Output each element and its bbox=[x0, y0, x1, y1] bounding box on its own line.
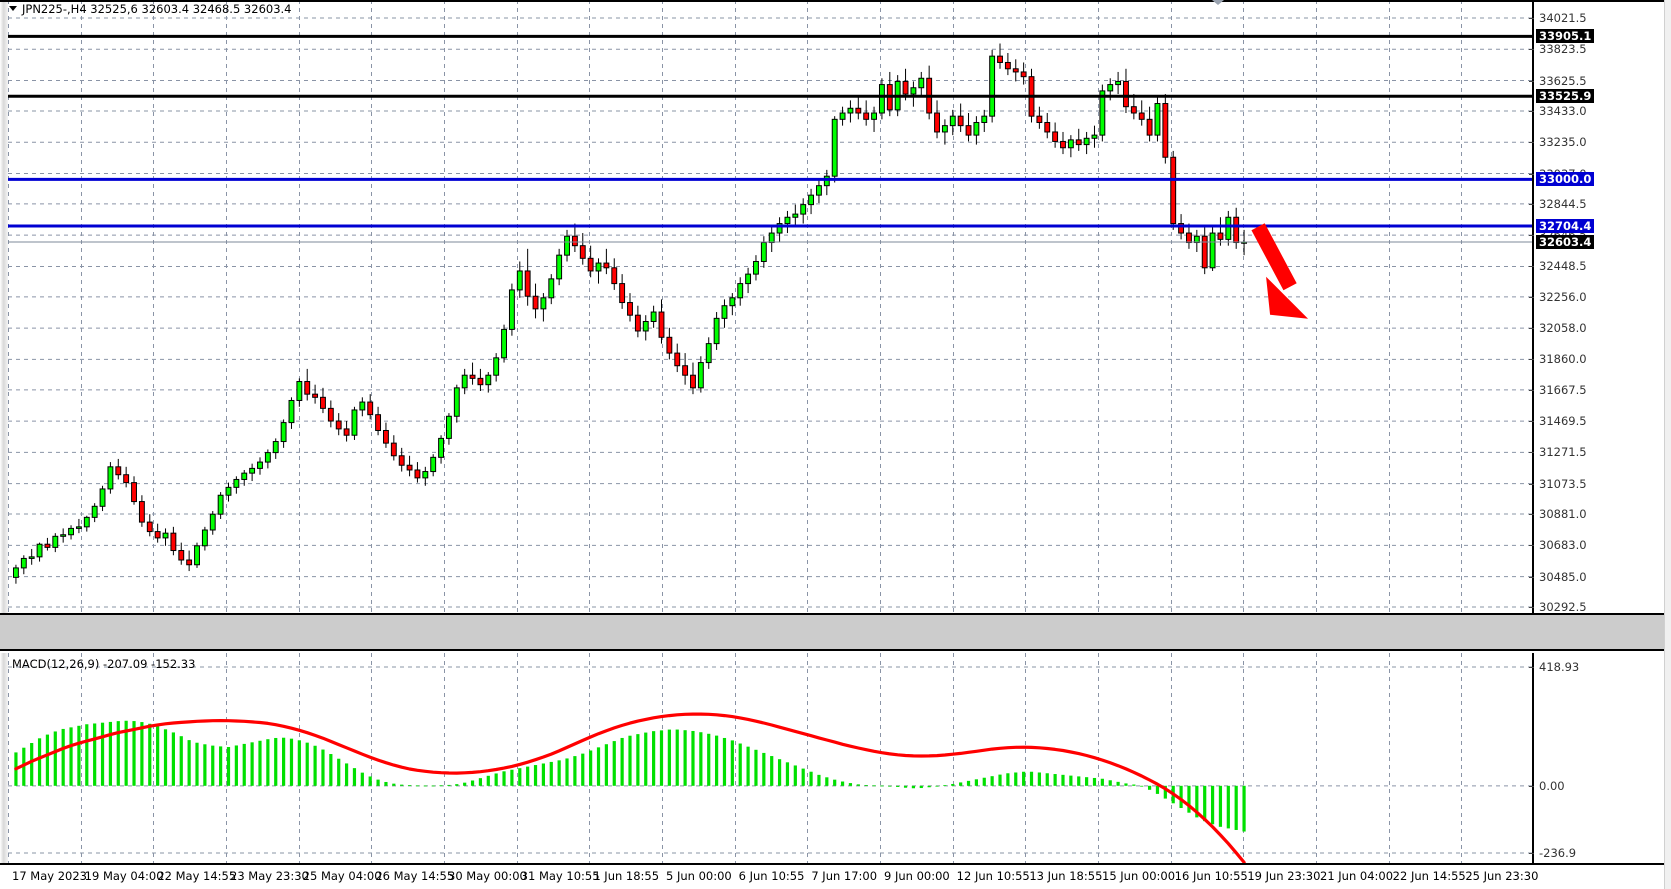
time-axis-label: 19 Jun 23:30 bbox=[1247, 869, 1321, 883]
price-tick-label: 33625.5 bbox=[1539, 73, 1587, 88]
time-axis-label: 31 May 10:55 bbox=[520, 869, 600, 883]
price-tick-mark bbox=[1529, 389, 1534, 391]
time-axis-label: 22 Jun 14:55 bbox=[1392, 869, 1466, 883]
macd-tick-label: -236.9 bbox=[1539, 846, 1577, 860]
pane-resize-handle-icon[interactable] bbox=[1212, 0, 1224, 5]
time-axis-label: 23 May 23:30 bbox=[230, 869, 309, 883]
price-tick-label: 33823.5 bbox=[1539, 42, 1587, 57]
pane-divider-strip[interactable] bbox=[0, 615, 1671, 649]
top-border bbox=[0, 0, 1671, 2]
price-tick-label: 32058.0 bbox=[1539, 321, 1587, 336]
price-plot-area[interactable] bbox=[8, 0, 1534, 613]
price-tick-label: 30485.0 bbox=[1539, 569, 1587, 584]
macd-axis: 418.93 0.00 -236.9 bbox=[1529, 653, 1671, 865]
time-axis-label: 19 May 04:00 bbox=[84, 869, 164, 883]
macd-tick-mark bbox=[1529, 785, 1534, 787]
price-tick-label: 32256.0 bbox=[1539, 289, 1587, 304]
price-tick-mark bbox=[1529, 203, 1534, 205]
macd-header-label: MACD(12,26,9) -207.09 -152.33 bbox=[12, 657, 196, 671]
price-tick-mark bbox=[1529, 545, 1534, 547]
time-axis[interactable]: 17 May 2023 19 May 04:00 22 May 14:55 23 Ma… bbox=[0, 865, 1671, 889]
macd-pane-bottom-border bbox=[0, 863, 1671, 865]
price-tick-label: 31667.5 bbox=[1539, 382, 1587, 397]
symbol-ohlc-header: JPN225-,H4 32525,6 32603.4 32468.5 32603… bbox=[22, 2, 292, 16]
macd-tick-label: 418.93 bbox=[1539, 660, 1580, 674]
time-axis-label: 25 Jun 23:30 bbox=[1465, 869, 1539, 883]
price-tick-label: 31073.5 bbox=[1539, 476, 1587, 491]
price-tick-mark bbox=[1529, 18, 1534, 19]
time-axis-label: 13 Jun 18:55 bbox=[1029, 869, 1103, 883]
time-axis-label: 25 May 04:00 bbox=[302, 869, 382, 883]
price-tick-mark bbox=[1529, 296, 1534, 298]
price-chart-pane[interactable]: 34021.533823.533625.533433.033235.033037… bbox=[0, 0, 1671, 613]
price-tick-mark bbox=[1529, 80, 1534, 82]
time-axis-label: 30 May 00:00 bbox=[448, 869, 527, 883]
bearish-arrow bbox=[1251, 223, 1309, 319]
price-tick-mark bbox=[1529, 359, 1534, 361]
price-tick-label: 33235.0 bbox=[1539, 135, 1587, 150]
macd-tick-mark bbox=[1529, 667, 1534, 668]
macd-pane-top-border bbox=[0, 649, 1671, 651]
macd-tick-label: 0.00 bbox=[1539, 778, 1565, 793]
price-axis[interactable]: 34021.533823.533625.533433.033235.033037… bbox=[1529, 0, 1671, 613]
price-pane-bottom-border bbox=[0, 613, 1671, 615]
time-axis-label: 21 Jun 04:00 bbox=[1320, 869, 1394, 883]
price-tick-label: 30683.0 bbox=[1539, 538, 1587, 553]
price-tick-mark bbox=[1529, 173, 1534, 175]
price-tick-label: 32448.5 bbox=[1539, 259, 1587, 274]
price-level-tag[interactable]: 33905.1 bbox=[1536, 29, 1595, 44]
price-tick-label: 34021.5 bbox=[1539, 11, 1587, 25]
macd-tick-mark bbox=[1529, 853, 1534, 854]
price-tick-label: 30881.0 bbox=[1539, 507, 1587, 522]
price-canvas bbox=[8, 0, 1534, 613]
time-axis-label: 15 Jun 00:00 bbox=[1102, 869, 1176, 883]
time-axis-label: 17 May 2023 bbox=[12, 869, 87, 883]
time-axis-label: 22 May 14:55 bbox=[157, 869, 237, 883]
price-tick-label: 30292.5 bbox=[1539, 600, 1587, 613]
price-level-tag[interactable]: 32603.4 bbox=[1536, 234, 1595, 249]
chevron-down-icon[interactable] bbox=[9, 6, 17, 11]
macd-indicator-pane[interactable]: 418.93 0.00 -236.9 MACD(12,26,9) -207.09 -… bbox=[0, 653, 1671, 865]
price-tick-mark bbox=[1529, 483, 1534, 485]
time-axis-label: 1 Jun 18:55 bbox=[593, 869, 660, 883]
price-tick-label: 31271.5 bbox=[1539, 445, 1587, 460]
price-tick-mark bbox=[1529, 576, 1534, 578]
price-tick-mark bbox=[1529, 110, 1534, 112]
time-axis-label: 12 Jun 10:55 bbox=[956, 869, 1030, 883]
price-level-tag[interactable]: 32704.4 bbox=[1536, 219, 1595, 234]
price-tick-label: 33433.0 bbox=[1539, 103, 1587, 118]
price-tick-mark bbox=[1529, 49, 1534, 51]
vertical-scrollbar[interactable] bbox=[1664, 0, 1671, 889]
price-tick-mark bbox=[1529, 142, 1534, 144]
macd-plot-area[interactable] bbox=[8, 653, 1534, 865]
price-tick-mark bbox=[1529, 328, 1534, 330]
time-axis-label: 16 Jun 10:55 bbox=[1174, 869, 1248, 883]
price-tick-mark bbox=[1529, 452, 1534, 454]
time-axis-label: 6 Jun 10:55 bbox=[738, 869, 805, 883]
macd-left-edge-strip bbox=[0, 653, 8, 865]
price-tick-label: 31860.0 bbox=[1539, 352, 1587, 367]
time-axis-label: 7 Jun 17:00 bbox=[811, 869, 878, 883]
price-level-tag[interactable]: 33525.9 bbox=[1536, 89, 1595, 104]
time-axis-label: 9 Jun 00:00 bbox=[884, 869, 950, 883]
price-tick-label: 32844.5 bbox=[1539, 196, 1587, 211]
price-tick-mark bbox=[1529, 421, 1534, 423]
price-tick-mark bbox=[1529, 514, 1534, 516]
price-tick-label: 31469.5 bbox=[1539, 414, 1587, 429]
time-axis-label: 5 Jun 00:00 bbox=[666, 869, 732, 883]
price-tick-mark bbox=[1529, 266, 1534, 268]
macd-canvas bbox=[8, 653, 1534, 865]
left-edge-strip bbox=[0, 0, 8, 613]
price-tick-mark bbox=[1529, 235, 1534, 237]
time-axis-label: 26 May 14:55 bbox=[375, 869, 455, 883]
price-tick-mark bbox=[1529, 607, 1534, 608]
price-level-tag[interactable]: 33000.0 bbox=[1536, 172, 1595, 187]
